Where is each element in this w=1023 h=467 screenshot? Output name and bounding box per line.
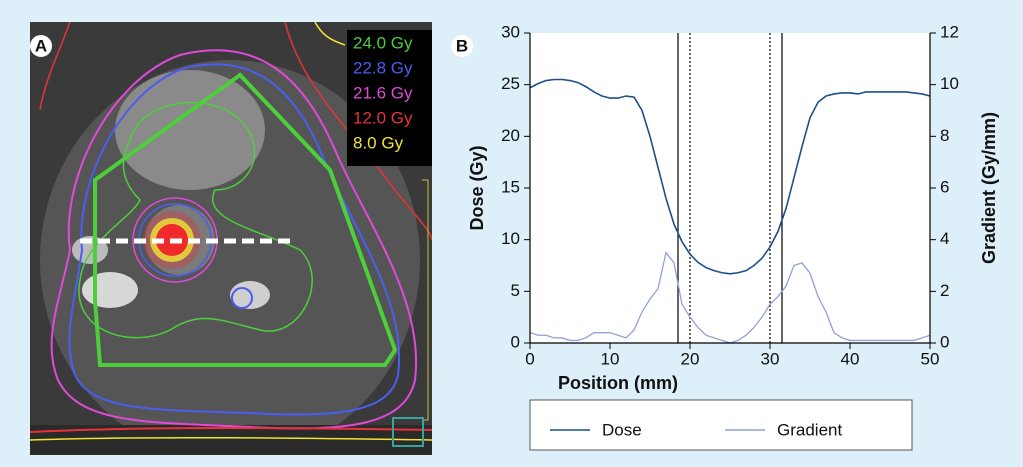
contour xyxy=(30,436,432,441)
x-tick-label: 10 xyxy=(601,349,620,368)
legend-label: Gradient xyxy=(777,420,842,439)
y2-tick-label: 12 xyxy=(940,22,959,41)
x-tick-label: 50 xyxy=(921,349,940,368)
dose-legend-label: 22.8 Gy xyxy=(353,58,413,77)
scale-bar xyxy=(422,179,429,421)
contour xyxy=(231,287,253,309)
dose-legend-label: 24.0 Gy xyxy=(353,33,413,52)
contour xyxy=(68,63,401,416)
contour xyxy=(78,101,313,339)
ct-image xyxy=(30,22,432,455)
y2-tick-label: 4 xyxy=(940,229,949,248)
vertebral-body xyxy=(115,70,265,190)
y-tick-label: 5 xyxy=(511,281,520,300)
bone xyxy=(82,272,138,308)
y-tick-label: 30 xyxy=(501,22,520,41)
x-tick-label: 0 xyxy=(525,349,534,368)
axes-frame xyxy=(529,33,931,344)
y-axis-title: Dose (Gy) xyxy=(467,145,487,230)
x-tick-label: 40 xyxy=(841,349,860,368)
y2-tick-label: 8 xyxy=(940,126,949,145)
x-tick-label: 20 xyxy=(681,349,700,368)
contour xyxy=(30,427,432,433)
y2-tick-label: 6 xyxy=(940,177,949,196)
y-tick-label: 25 xyxy=(501,74,520,93)
y-tick-label: 10 xyxy=(501,229,520,248)
panel-label: A xyxy=(35,36,47,55)
panel-label-circle xyxy=(30,35,52,57)
x-axis-title: Position (mm) xyxy=(558,373,678,393)
x-tick-label: 30 xyxy=(761,349,780,368)
y-tick-label: 20 xyxy=(501,126,520,145)
dose-legend-label: 12.0 Gy xyxy=(353,108,413,127)
contour xyxy=(50,49,418,430)
y2-axis-title: Gradient (Gy/mm) xyxy=(979,112,999,264)
legend-box xyxy=(529,399,913,451)
dose-legend-box xyxy=(347,30,432,166)
contour xyxy=(93,72,398,367)
panel-label: B xyxy=(456,36,468,55)
y-tick-label: 15 xyxy=(501,177,520,196)
panel-label-circle xyxy=(451,35,473,57)
series-line xyxy=(529,78,931,275)
dose-legend-label: 21.6 Gy xyxy=(353,83,413,102)
y2-tick-label: 2 xyxy=(940,281,949,300)
legend-label: Dose xyxy=(602,420,642,439)
dose-legend-label: 8.0 Gy xyxy=(353,133,404,152)
orientation-icon xyxy=(392,417,424,447)
y-tick-label: 0 xyxy=(511,332,520,351)
contour xyxy=(314,22,346,46)
y2-tick-label: 0 xyxy=(940,332,949,351)
y2-tick-label: 10 xyxy=(940,74,959,93)
plot-area xyxy=(530,33,930,343)
